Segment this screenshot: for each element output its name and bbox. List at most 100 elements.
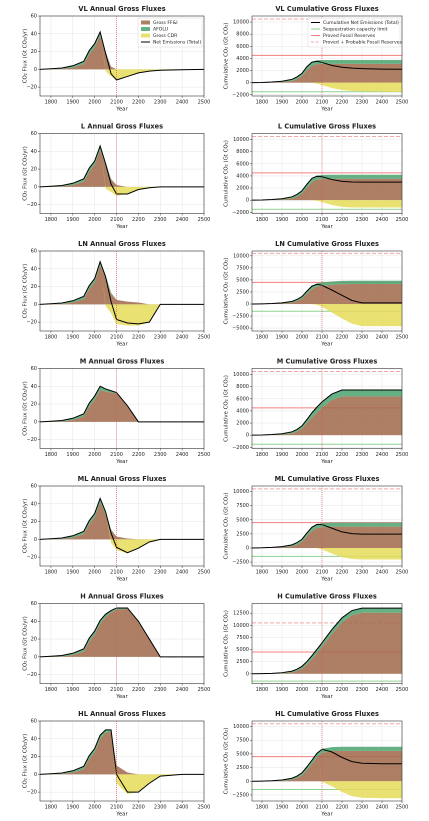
y-tick-label: 20 bbox=[31, 637, 37, 643]
y-tick-label: −2500 bbox=[232, 792, 249, 798]
x-tick-label: 2100 bbox=[316, 100, 329, 106]
net-line bbox=[39, 260, 204, 325]
x-tick-label: 2400 bbox=[176, 570, 189, 576]
y-tick-label: 40 bbox=[31, 619, 37, 625]
x-tick-label: 2500 bbox=[396, 452, 409, 458]
area bbox=[252, 291, 402, 327]
y-tick-label: 0 bbox=[34, 184, 37, 190]
legend-label: Sequestration capacity limit bbox=[323, 27, 388, 33]
panel: M Cumulative Gross Fluxes −2000 0 2000 4000 6… bbox=[224, 358, 409, 466]
y-tick-label: 0 bbox=[246, 545, 249, 551]
panel: M Annual Gross Fluxes −20 0 20 40 60 1800 1900 2… bbox=[23, 358, 211, 466]
y-tick-label: 12500 bbox=[233, 611, 249, 617]
x-tick-label: 1900 bbox=[276, 335, 289, 341]
x-tick-label: 2100 bbox=[316, 570, 329, 576]
area bbox=[252, 60, 402, 83]
area bbox=[252, 527, 402, 560]
x-tick-label: 2200 bbox=[336, 805, 349, 811]
legend-label: Cumulative Net Emissions (Total) bbox=[323, 20, 399, 26]
net-line bbox=[251, 523, 402, 549]
x-tick-label: 2300 bbox=[154, 100, 167, 106]
x-tick-label: 2100 bbox=[110, 805, 123, 811]
x-tick-label: 1900 bbox=[66, 452, 79, 458]
x-tick-label: 2300 bbox=[154, 217, 167, 223]
panel: ML Cumulative Gross Fluxes −2500 0 2500 5000… bbox=[224, 475, 409, 583]
area bbox=[252, 280, 402, 305]
x-tick-label: 2300 bbox=[356, 100, 369, 106]
x-tick-label: 1900 bbox=[276, 217, 289, 223]
y-tick-label: 5000 bbox=[236, 277, 249, 283]
x-tick-label: 2100 bbox=[316, 687, 329, 693]
x-axis-label: Year bbox=[320, 577, 333, 583]
y-tick-label: 20 bbox=[31, 402, 37, 408]
x-tick-label: 2300 bbox=[356, 217, 369, 223]
area bbox=[40, 498, 204, 554]
plot-frame bbox=[39, 15, 205, 97]
panel-title: ML Cumulative Gross Fluxes bbox=[275, 475, 380, 483]
y-tick-label: −20 bbox=[26, 85, 37, 91]
y-tick-label: 4000 bbox=[236, 173, 249, 179]
plot-area bbox=[40, 133, 204, 214]
legend-swatch bbox=[141, 20, 150, 25]
x-tick-label: 2500 bbox=[396, 570, 409, 576]
y-axis-label: Cumulative CO₂ (Gt CO₂) bbox=[224, 23, 230, 90]
net-line bbox=[39, 607, 204, 658]
area bbox=[252, 753, 402, 799]
x-tick-label: 1900 bbox=[276, 687, 289, 693]
net-line bbox=[39, 144, 204, 195]
x-tick-label: 2400 bbox=[376, 452, 389, 458]
panel: HL Cumulative Gross Fluxes −2500 0 2500 5000… bbox=[224, 710, 409, 818]
y-axis-label: CO₂ Flux (Gt CO₂/yr) bbox=[23, 499, 29, 553]
area bbox=[40, 32, 204, 80]
panel-title: L Annual Gross Fluxes bbox=[81, 123, 163, 131]
panel: ML Annual Gross Fluxes −20 0 20 40 60 1800 1900… bbox=[23, 475, 211, 583]
area bbox=[252, 526, 402, 548]
x-tick-label: 2300 bbox=[154, 805, 167, 811]
y-tick-label: 20 bbox=[31, 754, 37, 760]
net-line bbox=[251, 283, 402, 305]
panel-title: ML Annual Gross Fluxes bbox=[78, 475, 167, 483]
y-tick-label: 8000 bbox=[236, 32, 249, 38]
y-tick-label: 60 bbox=[31, 484, 37, 490]
x-tick-label: 2500 bbox=[198, 217, 211, 223]
x-tick-label: 1800 bbox=[45, 805, 58, 811]
y-tick-label: 60 bbox=[31, 249, 37, 255]
x-tick-label: 2100 bbox=[110, 452, 123, 458]
y-axis-label: Cumulative CO₂ (Gt CO₂) bbox=[224, 728, 230, 795]
y-tick-label: 10000 bbox=[233, 724, 249, 730]
y-tick-label: 0 bbox=[246, 80, 249, 86]
x-axis-label: Year bbox=[115, 459, 128, 465]
plot-frame bbox=[39, 603, 205, 684]
legend-label: Gross CDR bbox=[153, 33, 178, 39]
x-tick-label: 2200 bbox=[132, 805, 145, 811]
area bbox=[252, 184, 402, 208]
x-tick-label: 2300 bbox=[154, 335, 167, 341]
plot-frame bbox=[251, 250, 403, 332]
x-tick-label: 2000 bbox=[88, 335, 101, 341]
plot-area bbox=[40, 486, 204, 566]
y-tick-label: 5000 bbox=[236, 647, 249, 653]
panel-title: M Annual Gross Fluxes bbox=[80, 358, 165, 366]
x-tick-label: 1900 bbox=[276, 452, 289, 458]
x-tick-label: 2200 bbox=[336, 570, 349, 576]
legend-swatch bbox=[141, 33, 150, 38]
y-axis-label: CO₂ Flux (Gt CO₂/yr) bbox=[23, 616, 29, 670]
x-tick-label: 2500 bbox=[198, 687, 211, 693]
y-tick-label: −2000 bbox=[232, 92, 249, 98]
panel-title: H Cumulative Gross Fluxes bbox=[277, 593, 377, 601]
y-tick-label: 0 bbox=[246, 302, 249, 308]
y-axis-label: Cumulative CO₂ (Gt CO₂) bbox=[224, 140, 230, 207]
y-tick-label: 7500 bbox=[236, 738, 249, 744]
panel: H Annual Gross Fluxes −20 0 20 40 60 1800 1900 2… bbox=[23, 593, 211, 701]
y-tick-label: 40 bbox=[31, 149, 37, 155]
x-tick-label: 1800 bbox=[45, 452, 58, 458]
y-axis-label: CO₂ Flux (Gt CO₂/yr) bbox=[23, 264, 29, 318]
x-tick-label: 2400 bbox=[376, 217, 389, 223]
x-tick-label: 2100 bbox=[316, 805, 329, 811]
x-tick-label: 1800 bbox=[45, 335, 58, 341]
panel-title: H Annual Gross Fluxes bbox=[80, 593, 164, 601]
x-axis-label: Year bbox=[115, 224, 128, 230]
y-axis-label: Cumulative CO₂ (Gt CO₂) bbox=[224, 375, 230, 442]
legend-box bbox=[307, 17, 401, 48]
panel: LN Annual Gross Fluxes −20 0 20 40 60 1800 1900… bbox=[23, 240, 211, 348]
